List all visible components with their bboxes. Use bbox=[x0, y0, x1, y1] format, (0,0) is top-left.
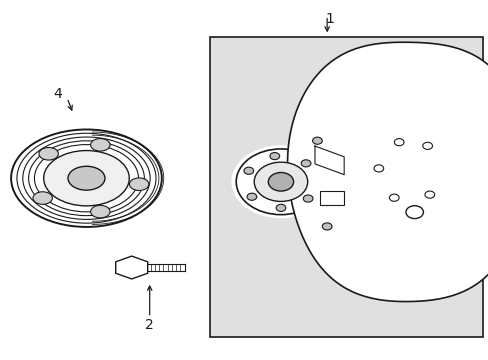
Circle shape bbox=[236, 149, 325, 215]
Text: 2: 2 bbox=[145, 318, 154, 332]
Polygon shape bbox=[290, 135, 363, 228]
Bar bbox=[319, 191, 344, 205]
Circle shape bbox=[373, 165, 383, 172]
Circle shape bbox=[312, 137, 322, 144]
Ellipse shape bbox=[39, 148, 58, 160]
Circle shape bbox=[254, 162, 307, 202]
Circle shape bbox=[422, 142, 431, 149]
Circle shape bbox=[322, 223, 331, 230]
Circle shape bbox=[424, 191, 434, 198]
Ellipse shape bbox=[129, 178, 148, 190]
Text: 4: 4 bbox=[53, 87, 61, 101]
Circle shape bbox=[303, 195, 312, 202]
Circle shape bbox=[388, 194, 398, 201]
Polygon shape bbox=[287, 42, 488, 302]
Circle shape bbox=[301, 160, 310, 167]
FancyBboxPatch shape bbox=[210, 37, 482, 337]
Polygon shape bbox=[116, 256, 147, 279]
Circle shape bbox=[269, 153, 279, 160]
Ellipse shape bbox=[43, 150, 129, 206]
Ellipse shape bbox=[90, 205, 110, 218]
Text: 3: 3 bbox=[402, 289, 411, 303]
Polygon shape bbox=[309, 217, 344, 232]
Circle shape bbox=[393, 139, 403, 146]
Ellipse shape bbox=[90, 139, 110, 151]
Circle shape bbox=[244, 167, 253, 174]
Circle shape bbox=[405, 206, 423, 219]
Ellipse shape bbox=[68, 166, 105, 190]
Ellipse shape bbox=[33, 192, 52, 204]
Circle shape bbox=[246, 193, 256, 200]
Circle shape bbox=[268, 172, 293, 191]
Circle shape bbox=[231, 145, 330, 218]
Circle shape bbox=[276, 204, 285, 211]
Text: 1: 1 bbox=[325, 12, 333, 26]
